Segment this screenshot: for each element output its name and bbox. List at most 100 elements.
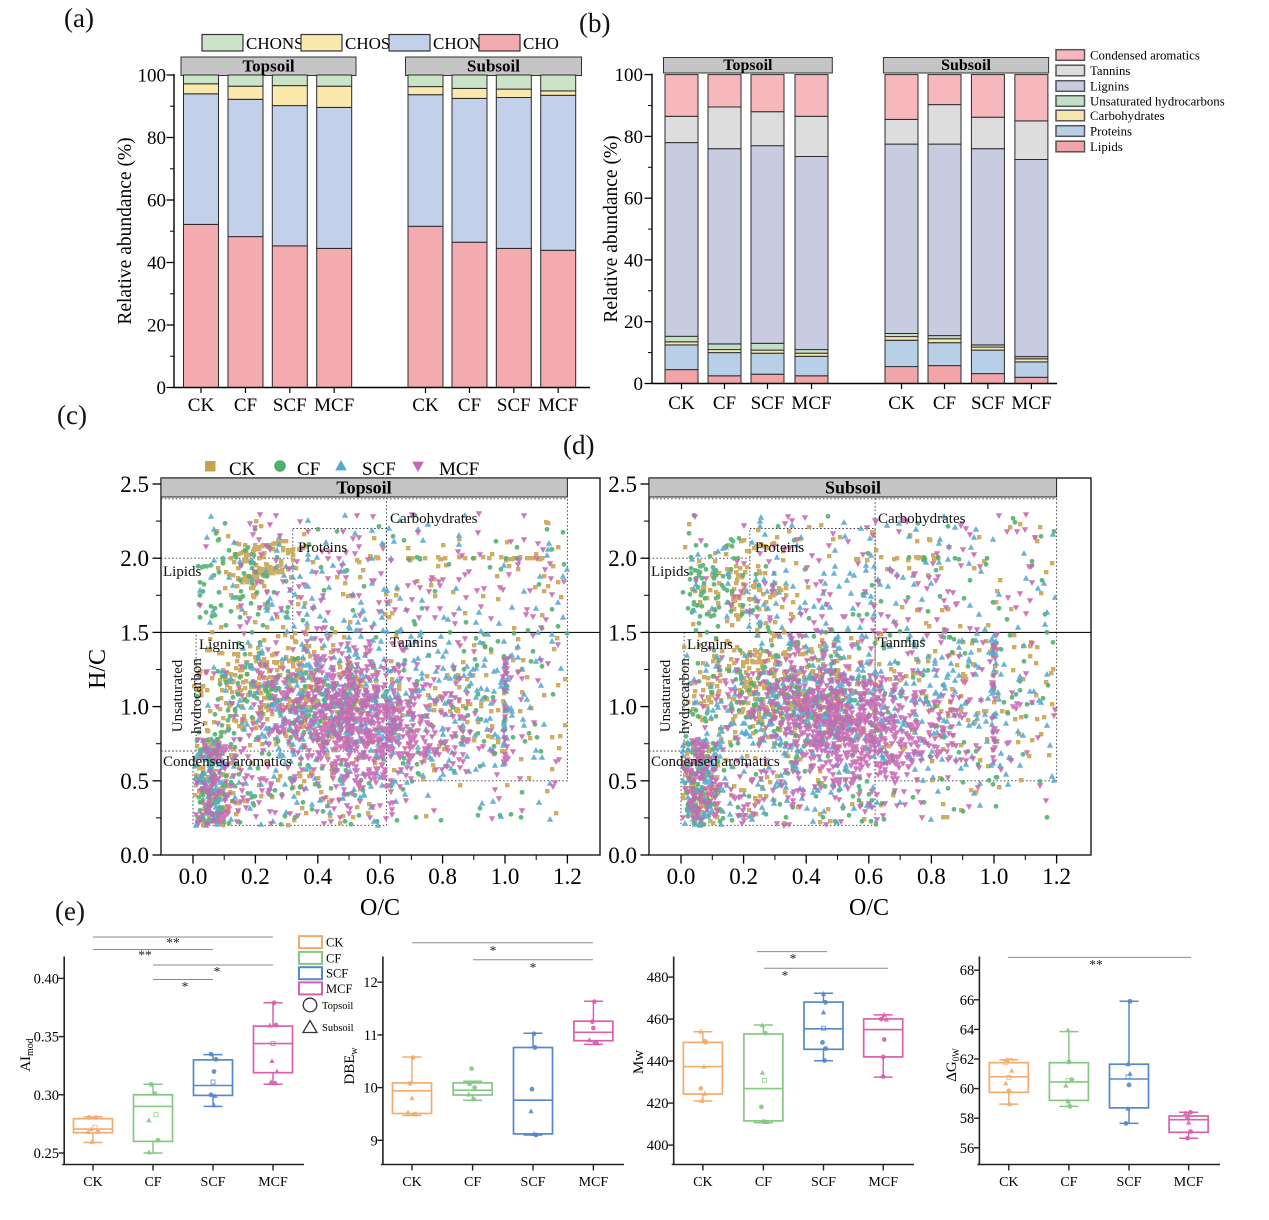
svg-text:20: 20	[624, 312, 643, 333]
svg-text:56: 56	[960, 1141, 975, 1157]
svg-text:1.2: 1.2	[1042, 864, 1071, 889]
svg-text:*: *	[214, 964, 221, 979]
svg-text:400: 400	[647, 1138, 669, 1154]
svg-text:MCF: MCF	[258, 1175, 288, 1190]
svg-text:Proteins: Proteins	[755, 540, 804, 556]
svg-text:Lipids: Lipids	[163, 564, 201, 580]
svg-text:12: 12	[363, 975, 378, 991]
svg-text:Relative abundance (%): Relative abundance (%)	[601, 135, 622, 322]
svg-text:40: 40	[624, 250, 643, 271]
svg-text:SCF: SCF	[273, 395, 307, 416]
svg-text:Subsoil: Subsoil	[467, 57, 520, 76]
svg-text:0: 0	[157, 378, 167, 399]
svg-text:*: *	[790, 951, 797, 966]
svg-text:2.5: 2.5	[120, 472, 149, 497]
svg-text:CF: CF	[933, 393, 956, 414]
svg-text:0.40: 0.40	[34, 971, 59, 987]
svg-text:1.0: 1.0	[120, 695, 149, 720]
svg-text:MCF: MCF	[326, 982, 352, 996]
svg-text:MCF: MCF	[579, 1175, 609, 1190]
svg-text:Lipids: Lipids	[651, 564, 689, 580]
svg-text:Proteins: Proteins	[1090, 124, 1132, 138]
svg-text:Unsaturated: Unsaturated	[658, 659, 674, 732]
svg-text:MCF: MCF	[1174, 1175, 1204, 1190]
svg-text:460: 460	[647, 1012, 669, 1028]
svg-text:Carbohydrates: Carbohydrates	[1090, 109, 1165, 123]
svg-text:CF: CF	[144, 1175, 161, 1190]
svg-text:0.35: 0.35	[34, 1030, 59, 1046]
svg-text:CK: CK	[412, 395, 439, 416]
svg-text:Topsoil: Topsoil	[336, 478, 391, 498]
svg-text:**: **	[1089, 957, 1103, 972]
svg-text:CK: CK	[326, 936, 343, 950]
svg-text:0.30: 0.30	[34, 1088, 59, 1104]
svg-text:*: *	[782, 968, 789, 983]
svg-text:Topsoil: Topsoil	[322, 1001, 353, 1012]
svg-text:0: 0	[634, 374, 644, 395]
svg-text:0.0: 0.0	[179, 864, 208, 889]
svg-text:60: 60	[960, 1082, 975, 1098]
svg-text:CK: CK	[402, 1175, 421, 1190]
svg-text:0.8: 0.8	[917, 864, 946, 889]
svg-text:H/C: H/C	[85, 649, 111, 689]
svg-text:0.2: 0.2	[729, 864, 758, 889]
svg-text:Lignins: Lignins	[1090, 79, 1129, 93]
svg-text:Tannins: Tannins	[1090, 64, 1130, 78]
svg-text:DBEw: DBEw	[342, 1047, 360, 1085]
svg-text:0.6: 0.6	[366, 864, 395, 889]
svg-text:0.5: 0.5	[608, 769, 637, 794]
svg-text:CF: CF	[458, 395, 481, 416]
svg-text:Lignins: Lignins	[687, 637, 733, 653]
svg-text:CF: CF	[464, 1175, 481, 1190]
svg-text:ΔG0W: ΔG0W	[944, 1048, 961, 1082]
svg-text:CF: CF	[297, 459, 320, 480]
svg-text:58: 58	[960, 1111, 975, 1127]
svg-text:Condensed aromatics: Condensed aromatics	[163, 754, 292, 770]
svg-text:60: 60	[624, 189, 643, 210]
svg-text:SCF: SCF	[326, 967, 348, 981]
svg-text:1.2: 1.2	[553, 864, 582, 889]
svg-text:CHOS: CHOS	[345, 34, 390, 53]
svg-text:64: 64	[960, 1022, 975, 1038]
svg-text:MCF: MCF	[791, 393, 831, 414]
svg-text:CF: CF	[234, 395, 257, 416]
svg-text:CF: CF	[326, 951, 341, 965]
svg-text:Relative abundance (%): Relative abundance (%)	[115, 137, 136, 324]
svg-text:CK: CK	[693, 1175, 712, 1190]
svg-text:Carbohydrates: Carbohydrates	[390, 511, 478, 527]
svg-text:SCF: SCF	[971, 393, 1005, 414]
svg-text:2.0: 2.0	[608, 546, 637, 571]
svg-text:CK: CK	[668, 393, 695, 414]
svg-text:SCF: SCF	[497, 395, 531, 416]
svg-text:Proteins: Proteins	[298, 540, 347, 556]
svg-text:hydrocarbon: hydrocarbon	[189, 658, 205, 734]
svg-text:CK: CK	[888, 393, 915, 414]
svg-text:Lipids: Lipids	[1090, 140, 1123, 154]
svg-text:CHON: CHON	[433, 34, 481, 53]
svg-text:MCF: MCF	[868, 1175, 898, 1190]
svg-text:0.4: 0.4	[303, 864, 332, 889]
svg-text:0.0: 0.0	[608, 843, 637, 868]
svg-text:AImod: AImod	[18, 1038, 36, 1072]
svg-text:40: 40	[147, 253, 166, 274]
svg-text:2.5: 2.5	[608, 472, 637, 497]
svg-text:20: 20	[147, 316, 166, 337]
svg-text:CHO: CHO	[523, 34, 559, 53]
svg-text:(b): (b)	[579, 8, 610, 38]
svg-text:Subsoil: Subsoil	[825, 478, 881, 498]
svg-text:0.0: 0.0	[120, 843, 149, 868]
svg-text:480: 480	[647, 970, 669, 986]
svg-text:11: 11	[364, 1028, 378, 1044]
svg-text:Subsoil: Subsoil	[941, 57, 991, 74]
svg-text:(a): (a)	[64, 3, 94, 33]
svg-text:Mw: Mw	[631, 1050, 647, 1074]
svg-text:CK: CK	[83, 1175, 102, 1190]
svg-text:0.25: 0.25	[34, 1146, 59, 1162]
svg-text:CK: CK	[229, 459, 256, 480]
svg-text:*: *	[490, 943, 497, 958]
svg-text:(d): (d)	[563, 430, 594, 460]
svg-text:Subsoil: Subsoil	[322, 1023, 354, 1034]
svg-text:420: 420	[647, 1096, 669, 1112]
svg-text:**: **	[138, 948, 152, 963]
svg-text:Topsoil: Topsoil	[723, 57, 773, 74]
